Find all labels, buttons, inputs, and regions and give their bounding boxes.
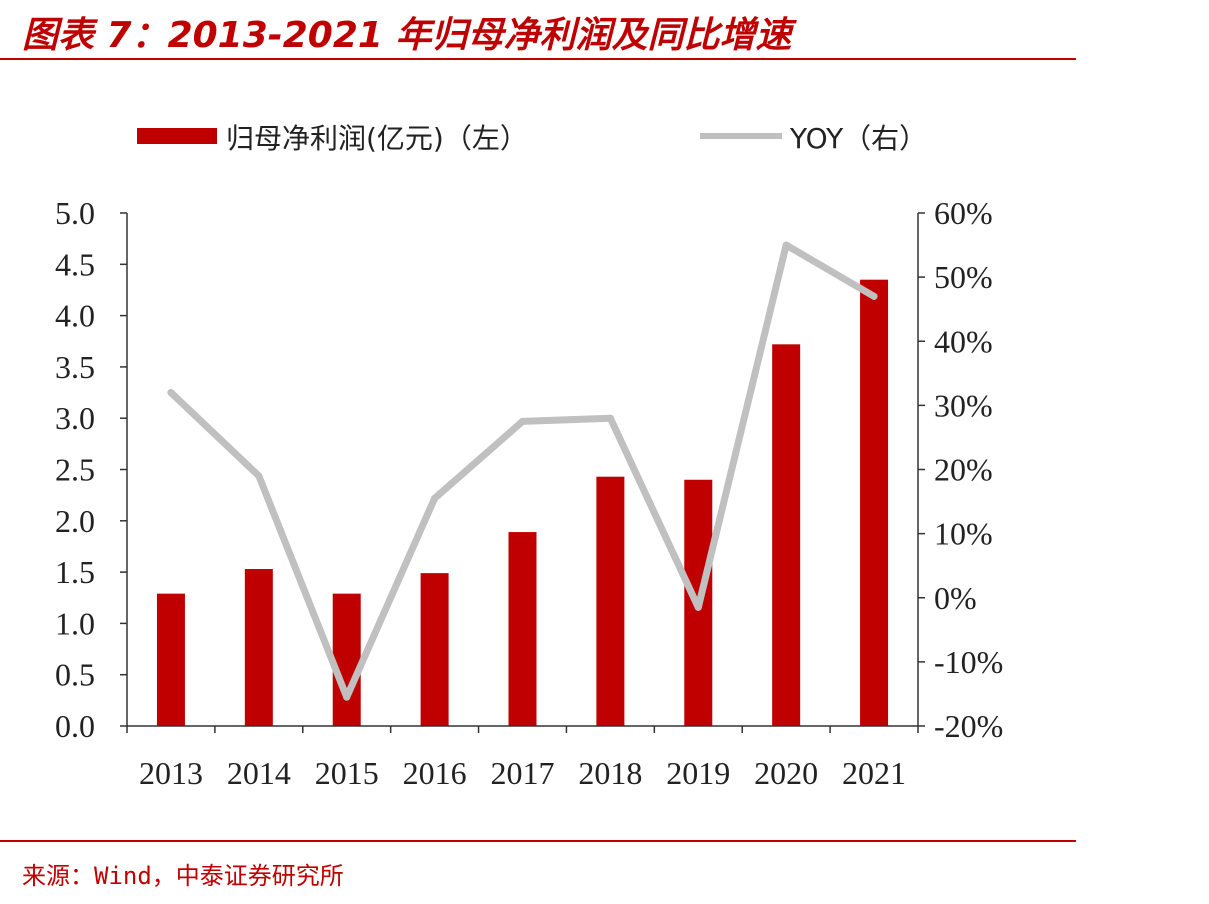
yoy-point xyxy=(343,693,351,701)
right-tick-label: 20% xyxy=(934,452,993,488)
source-note: 来源：Wind，中泰证券研究所 xyxy=(22,862,344,890)
x-tick-label: 2014 xyxy=(227,755,291,791)
bar xyxy=(332,593,361,726)
x-tick-label: 2016 xyxy=(403,755,467,791)
legend-bar-label: 归母净利润(亿元)（左） xyxy=(226,122,528,155)
x-tick-label: 2013 xyxy=(139,755,203,791)
x-tick-label: 2017 xyxy=(491,755,555,791)
yoy-point xyxy=(694,603,702,611)
left-tick-label: 5.0 xyxy=(55,195,95,231)
left-tick-label: 2.5 xyxy=(55,452,95,488)
bar xyxy=(244,569,273,726)
right-tick-label: 0% xyxy=(934,580,977,616)
yoy-point xyxy=(255,472,263,480)
yoy-point xyxy=(870,292,878,300)
right-tick-label: 60% xyxy=(934,195,993,231)
yoy-point xyxy=(606,414,614,422)
bar xyxy=(508,532,537,726)
left-tick-label: 4.0 xyxy=(55,298,95,334)
yoy-point xyxy=(167,389,175,397)
right-tick-label: 40% xyxy=(934,323,993,359)
left-tick-label: 3.5 xyxy=(55,349,95,385)
x-tick-label: 2015 xyxy=(315,755,379,791)
yoy-point xyxy=(519,417,526,425)
x-tick-label: 2020 xyxy=(754,755,818,791)
bar xyxy=(596,476,625,726)
right-tick-label: 30% xyxy=(934,387,993,423)
x-tick-label: 2019 xyxy=(666,755,730,791)
bar xyxy=(156,593,185,726)
right-tick-label: -10% xyxy=(934,644,1003,680)
x-tick-label: 2021 xyxy=(842,755,906,791)
bottom-divider xyxy=(0,840,1076,842)
legend-line-label: YOY（右） xyxy=(789,122,927,155)
left-tick-label: 4.5 xyxy=(55,246,95,282)
left-tick-label: 3.0 xyxy=(55,400,95,436)
bar xyxy=(860,279,889,726)
x-tick-label: 2018 xyxy=(578,755,642,791)
left-tick-label: 1.5 xyxy=(55,554,95,590)
left-tick-label: 2.0 xyxy=(55,503,95,539)
left-tick-label: 1.0 xyxy=(55,605,95,641)
chart-canvas: 归母净利润(亿元)（左） YOY（右） 0.0 0.5 1.0 1.5 2.0 2.5 3.0 3… xyxy=(55,122,1003,791)
yoy-point xyxy=(431,494,439,502)
right-tick-label: -20% xyxy=(934,708,1003,744)
right-tick-label: 10% xyxy=(934,516,993,552)
left-tick-label: 0.5 xyxy=(55,657,95,693)
right-tick-label: 50% xyxy=(934,259,993,295)
top-divider xyxy=(0,58,1076,60)
bar xyxy=(420,573,449,726)
chart-title: 图表 7：2013-2021 年归母净利润及同比增速 xyxy=(22,15,792,56)
yoy-point xyxy=(782,241,790,249)
left-tick-label: 0.0 xyxy=(55,708,95,744)
legend-bar-swatch xyxy=(137,128,217,144)
bar xyxy=(772,344,801,726)
